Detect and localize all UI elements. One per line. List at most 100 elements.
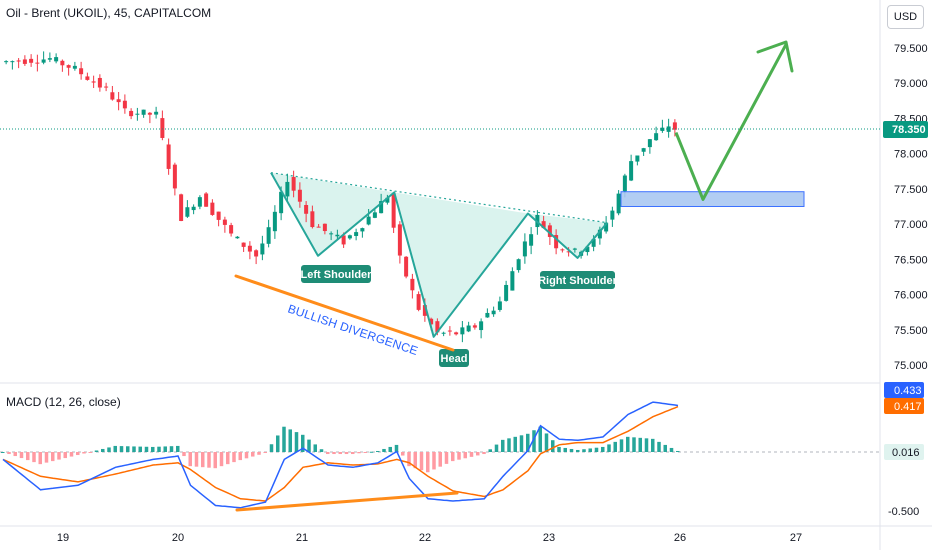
candle-body bbox=[135, 113, 140, 115]
candle-body bbox=[610, 210, 615, 220]
macd-histogram-bar bbox=[526, 433, 530, 452]
candle-body bbox=[185, 207, 190, 217]
macd-histogram-bar bbox=[319, 449, 324, 452]
price-axis-tick: 76.000 bbox=[894, 290, 928, 302]
candle-body bbox=[422, 305, 427, 316]
price-divergence-line bbox=[234, 274, 455, 352]
time-axis-tick: 20 bbox=[172, 532, 184, 544]
macd-histogram-bar bbox=[169, 446, 174, 452]
macd-histogram-bar bbox=[7, 452, 11, 455]
candle-body bbox=[166, 144, 171, 169]
macd-histogram-bar bbox=[401, 452, 405, 456]
candle-body bbox=[210, 202, 215, 215]
candle-body bbox=[229, 225, 234, 234]
right-shoulder-label-text: Right Shoulder bbox=[538, 275, 618, 287]
macd-histogram-bar bbox=[532, 430, 536, 452]
candle-body bbox=[254, 250, 259, 257]
macd-histogram-bar bbox=[82, 452, 86, 454]
right-shoulder-label: Right Shoulder bbox=[538, 271, 618, 289]
candle-body bbox=[222, 219, 227, 225]
macd-histogram-bar bbox=[619, 439, 624, 452]
candle-body bbox=[660, 127, 665, 131]
candle-body bbox=[285, 181, 290, 197]
macd-histogram-bar bbox=[307, 439, 311, 452]
candle-body bbox=[291, 177, 296, 191]
candle-body bbox=[335, 234, 340, 237]
left-shoulder-label-text: Left Shoulder bbox=[301, 269, 373, 281]
candle-body bbox=[629, 161, 634, 181]
candle-body bbox=[554, 235, 559, 249]
macd-axis-tick: -0.500 bbox=[888, 506, 919, 518]
macd-histogram-bar bbox=[463, 452, 467, 459]
candle-body bbox=[404, 256, 409, 277]
macd-histogram-bar bbox=[513, 436, 517, 452]
macd-histogram-bar bbox=[257, 452, 261, 455]
macd-histogram-bar bbox=[26, 452, 30, 461]
macd-histogram-bar bbox=[576, 449, 580, 452]
macd-histogram-bar bbox=[507, 438, 511, 452]
macd-line bbox=[2, 401, 679, 509]
candle-body bbox=[172, 164, 177, 189]
candle-body bbox=[191, 206, 196, 211]
candle-body bbox=[410, 278, 415, 291]
macd-histogram-bar bbox=[344, 452, 349, 455]
macd-histogram-bar bbox=[644, 438, 649, 452]
macd-histogram-bar bbox=[432, 452, 436, 470]
left-shoulder-label-box bbox=[301, 265, 371, 283]
macd-histogram-bar bbox=[32, 452, 36, 463]
macd-histogram-bar bbox=[438, 452, 442, 467]
macd-histogram-bar bbox=[144, 446, 149, 452]
macd-histogram-bar bbox=[626, 436, 630, 452]
candle-body bbox=[616, 193, 621, 214]
candle-body bbox=[160, 118, 165, 138]
candle-body bbox=[672, 122, 677, 130]
candle-body bbox=[179, 194, 184, 221]
macd-histogram-bar bbox=[269, 444, 274, 452]
price-axis-tick: 78.000 bbox=[894, 149, 928, 161]
macd-histogram-bar bbox=[101, 448, 105, 452]
macd-histogram-bar bbox=[369, 451, 374, 453]
candle-body bbox=[485, 312, 490, 318]
head-label-text: Head bbox=[441, 353, 468, 365]
candle-body bbox=[241, 242, 246, 247]
demand-zone bbox=[620, 191, 805, 207]
price-axis-tick: 75.500 bbox=[894, 325, 928, 337]
macd-histogram-bar bbox=[326, 452, 330, 455]
pattern-outline bbox=[270, 172, 609, 338]
macd-histogram-bar bbox=[201, 452, 205, 468]
candle-body bbox=[354, 232, 359, 236]
macd-histogram-bar bbox=[13, 452, 17, 457]
candle-body bbox=[110, 92, 115, 100]
candle-body bbox=[260, 243, 265, 255]
currency-button[interactable]: USD bbox=[887, 5, 924, 29]
macd-histogram-bar bbox=[313, 444, 317, 452]
macd-histogram-bar bbox=[501, 439, 505, 452]
candle-body bbox=[272, 211, 277, 232]
macd-histogram-bar bbox=[494, 444, 499, 452]
macd-histogram-bar bbox=[119, 446, 124, 452]
candle-body bbox=[454, 332, 459, 335]
macd-histogram-bar bbox=[282, 426, 286, 452]
candle-body bbox=[666, 126, 671, 132]
histogram-value-tag bbox=[884, 444, 924, 460]
symbol-title: Oil - Brent (UKOIL), 45, CAPITALCOM bbox=[6, 6, 212, 20]
candle-body bbox=[491, 310, 496, 315]
macd-histogram-bar bbox=[226, 452, 230, 465]
macd-indicator-title[interactable]: MACD (12, 26, close) bbox=[6, 395, 121, 409]
macd-histogram-bar bbox=[57, 452, 61, 460]
macd-histogram-bar bbox=[157, 446, 161, 452]
macd-histogram-bar bbox=[676, 450, 680, 452]
candle-body bbox=[204, 193, 209, 207]
candle-body bbox=[129, 110, 134, 117]
last-price-tag bbox=[883, 121, 928, 139]
macd-histogram-bar bbox=[38, 452, 42, 465]
candle-body bbox=[641, 148, 646, 152]
candle-body bbox=[522, 241, 527, 257]
macd-histogram-bar bbox=[419, 452, 424, 471]
macd-histogram-bar bbox=[582, 449, 586, 452]
time-axis-tick: 23 bbox=[543, 532, 555, 544]
candle-body bbox=[510, 271, 515, 291]
macd-histogram-bar bbox=[126, 446, 130, 452]
